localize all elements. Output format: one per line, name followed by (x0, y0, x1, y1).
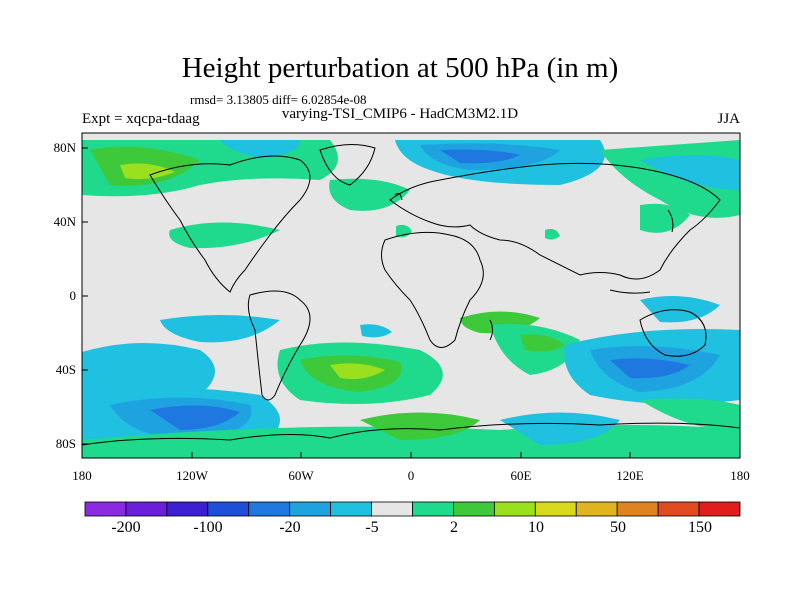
colorbar-swatch (84, 501, 127, 517)
season-label: JJA (717, 111, 740, 127)
colorbar-swatch (330, 501, 372, 517)
experiment-label: Expt = xqcpa-tdaag (82, 111, 200, 127)
coastline-north-america (149, 155, 311, 293)
contour-region (440, 149, 520, 164)
lat-label-40n: 40N (53, 214, 76, 229)
colorbar-swatch (207, 501, 250, 517)
contour-region (500, 412, 620, 445)
coastline-indonesia (609, 289, 651, 294)
contour-region (82, 342, 215, 402)
colorbar-swatch (453, 501, 495, 517)
axis-ticks (81, 147, 741, 458)
lon-label-0: 0 (407, 468, 415, 483)
contour-region (220, 140, 300, 158)
contour-region (330, 363, 385, 379)
lon-label-180e: 180 (730, 468, 750, 483)
coastlines (82, 144, 740, 446)
colorbar-label: -100 (193, 519, 223, 536)
contour-region (360, 324, 392, 338)
contour-region (545, 228, 560, 240)
lon-label-60e: 60E (510, 468, 532, 483)
contour-fill-layer (82, 140, 740, 458)
contour-region (360, 412, 480, 440)
coastline-africa (381, 231, 484, 348)
colorbar-swatch (657, 501, 700, 517)
plot-title: Height perturbation at 500 hPa (in m) (181, 52, 619, 84)
coastline-madagascar (489, 319, 493, 341)
coastline-greenland (319, 144, 376, 186)
colorbar-swatch (289, 501, 332, 517)
contour-region (640, 296, 720, 323)
lat-label-80s: 80S (55, 436, 76, 451)
lon-label-180w: 180 (72, 468, 92, 483)
colorbar-swatch (125, 501, 168, 517)
colorbar-label: 2 (450, 519, 458, 536)
coastline-japan (667, 209, 674, 233)
contour-region (640, 203, 690, 233)
contour-region (640, 398, 740, 431)
contour-region (520, 334, 565, 352)
contour-region (150, 405, 240, 430)
lon-label-60w: 60W (288, 468, 314, 483)
colorbar-swatch (493, 501, 536, 517)
colorbar-swatch (166, 501, 209, 517)
coastline-antarctica (82, 422, 740, 446)
experiment-comparison-label: varying-TSI_CMIP6 - HadCM3M2.1D (281, 106, 519, 122)
colorbar-swatch (371, 501, 413, 517)
contour-region (160, 315, 280, 343)
contour-region (329, 178, 410, 211)
colorbar-label: -20 (279, 519, 301, 536)
colorbar (84, 501, 741, 517)
colorbar-swatch (412, 501, 454, 517)
rmsd-diff-text: rmsd= 3.13805 diff= 6.02854e-08 (190, 92, 367, 107)
coastline-eurasia (389, 162, 721, 280)
lat-label-80n: 80N (53, 140, 76, 155)
coastline-south-america (247, 290, 311, 401)
colorbar-label: -200 (111, 519, 141, 536)
coastline-australia (639, 309, 707, 357)
contour-region (169, 222, 280, 249)
lat-label-40s: 40S (55, 362, 76, 377)
contour-region (120, 163, 175, 180)
colorbar-label: -5 (365, 519, 379, 536)
lon-label-120w: 120W (176, 468, 208, 483)
colorbar-label: 10 (528, 519, 544, 536)
lat-label-0: 0 (69, 288, 77, 303)
colorbar-label: 50 (610, 519, 626, 536)
coastline-uk (394, 192, 403, 201)
colorbar-swatch (616, 501, 659, 517)
colorbar-swatch (698, 501, 741, 517)
contour-region (610, 358, 690, 379)
colorbar-swatch (575, 501, 618, 517)
contour-region (640, 155, 740, 190)
colorbar-swatch (534, 501, 577, 517)
colorbar-swatch (248, 501, 291, 517)
colorbar-label: 150 (688, 519, 712, 536)
lon-label-120e: 120E (616, 468, 644, 483)
